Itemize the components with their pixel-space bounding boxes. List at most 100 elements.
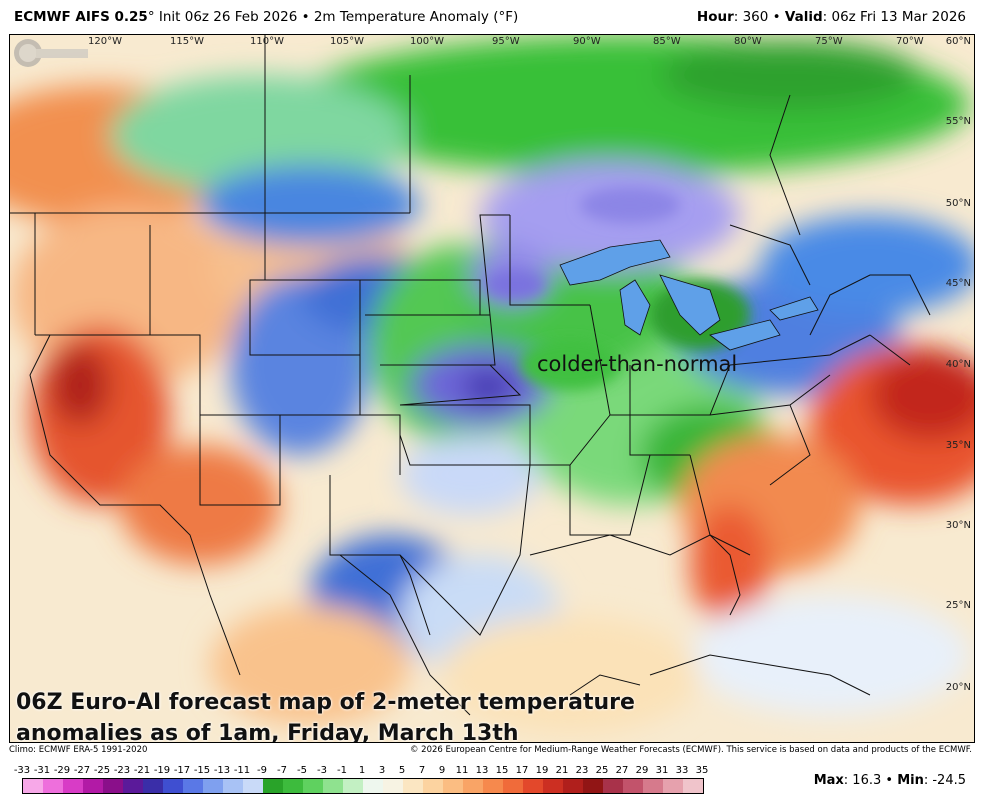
colorbar-swatch: [383, 779, 403, 793]
lon-label-80w: 80°W: [734, 36, 762, 47]
colorbar-swatch: [463, 779, 483, 793]
colorbar-swatch: [83, 779, 103, 793]
lon-label-110w: 110°W: [250, 36, 284, 47]
max-min-readout: Max: 16.3 • Min: -24.5: [814, 773, 966, 788]
colorbar-tick-label: -23: [113, 765, 131, 776]
colorbar-tick-label: 17: [515, 765, 529, 776]
colorbar-tick-label: -31: [33, 765, 51, 776]
colorbar-tick-label: -27: [73, 765, 91, 776]
colorbar-tick-label: 9: [438, 765, 446, 776]
colorbar-swatch: [183, 779, 203, 793]
colorbar-swatch: [663, 779, 683, 793]
lon-label-120w: 120°W: [88, 36, 122, 47]
lat-label-40n: 40°N: [945, 359, 971, 370]
colorbar-tick-label: -1: [337, 765, 347, 776]
colorbar-tick-label: 27: [615, 765, 629, 776]
colorbar-tick-label: 21: [555, 765, 569, 776]
lat-label-45n: 45°N: [945, 278, 971, 289]
lon-label-100w: 100°W: [410, 36, 444, 47]
colorbar-swatch: [263, 779, 283, 793]
min-label: Min: [897, 773, 924, 788]
colorbar-tick-label: 15: [495, 765, 509, 776]
min-value: : -24.5: [923, 773, 966, 788]
colorbar-tick-label: -11: [233, 765, 251, 776]
colorbar-ticks: -33 -31 -29 -27 -25 -23 -21 -19 -17 -15 -13 -11 -9 -7…: [13, 765, 709, 777]
colorbar-tick-label: -9: [257, 765, 267, 776]
colorbar-swatch: [583, 779, 603, 793]
init-and-field: Init 06z 26 Feb 2026 • 2m Temperature An…: [154, 9, 519, 25]
colorbar: [22, 778, 704, 794]
colorbar-swatch: [543, 779, 563, 793]
colorbar-tick-label: 11: [455, 765, 469, 776]
map-title: ECMWF AIFS 0.25° Init 06z 26 Feb 2026 • …: [14, 9, 518, 25]
colorbar-swatch: [283, 779, 303, 793]
colorbar-tick-label: 13: [475, 765, 489, 776]
colorbar-swatch: [623, 779, 643, 793]
colorbar-swatch: [163, 779, 183, 793]
valid-label: Valid: [784, 9, 823, 25]
colorbar-tick-label: -21: [133, 765, 151, 776]
lat-label-20n: 20°N: [945, 682, 971, 693]
colorbar-tick-label: 23: [575, 765, 589, 776]
lat-label-60n: 60°N: [945, 36, 971, 47]
colorbar-swatch: [43, 779, 63, 793]
colorbar-swatch: [343, 779, 363, 793]
valid-value: : 06z Fri 13 Mar 2026: [822, 9, 966, 25]
lon-label-105w: 105°W: [330, 36, 364, 47]
caption-line-1: 06Z Euro-AI forecast map of 2-meter temp…: [16, 690, 635, 715]
colorbar-swatch: [223, 779, 243, 793]
lon-label-95w: 95°W: [492, 36, 520, 47]
colorbar-tick-label: -25: [93, 765, 111, 776]
map-canvas: [10, 35, 974, 742]
colorbar-tick-label: 1: [358, 765, 366, 776]
colorbar-tick-label: -3: [317, 765, 327, 776]
lat-label-30n: 30°N: [945, 520, 971, 531]
colorbar-tick-label: 5: [398, 765, 406, 776]
colorbar-tick-label: 25: [595, 765, 609, 776]
colorbar-tick-label: 3: [378, 765, 386, 776]
model-name: ECMWF AIFS 0.25: [14, 9, 148, 25]
colorbar-tick-label: -29: [53, 765, 71, 776]
state-borders: [10, 35, 931, 716]
map-caption: 06Z Euro-AI forecast map of 2-meter temp…: [16, 687, 635, 743]
colorbar-swatch: [103, 779, 123, 793]
colorbar-swatch: [503, 779, 523, 793]
colorbar-swatch: [63, 779, 83, 793]
colorbar-swatch: [323, 779, 343, 793]
colorbar-tick-label: -7: [277, 765, 287, 776]
colorbar-swatch: [243, 779, 263, 793]
lon-label-85w: 85°W: [653, 36, 681, 47]
colorbar-swatch: [143, 779, 163, 793]
colorbar-tick-label: -13: [213, 765, 231, 776]
colorbar-swatch: [443, 779, 463, 793]
lon-label-75w: 75°W: [815, 36, 843, 47]
colorbar-swatch: [563, 779, 583, 793]
colorbar-swatch: [303, 779, 323, 793]
colorbar-swatch: [403, 779, 423, 793]
map-annotation: colder-than-normal: [537, 352, 738, 376]
colorbar-swatch: [123, 779, 143, 793]
colorbar-tick-label: 35: [695, 765, 709, 776]
climo-note: Climo: ECMWF ERA-5 1991-2020: [9, 745, 148, 755]
colorbar-tick-label: -19: [153, 765, 171, 776]
colorbar-tick-label: -33: [13, 765, 31, 776]
colorbar-swatch: [603, 779, 623, 793]
caption-line-2: anomalies as of 1am, Friday, March 13th: [16, 721, 519, 743]
colorbar-swatch: [203, 779, 223, 793]
lon-label-70w: 70°W: [896, 36, 924, 47]
colorbar-tick-label: 33: [675, 765, 689, 776]
colorbar-swatch: [423, 779, 443, 793]
hour-label: Hour: [696, 9, 734, 25]
colorbar-tick-label: -17: [173, 765, 191, 776]
lat-label-35n: 35°N: [945, 440, 971, 451]
header-bar: ECMWF AIFS 0.25° Init 06z 26 Feb 2026 • …: [0, 0, 984, 34]
lat-label-50n: 50°N: [945, 198, 971, 209]
valid-time: Hour: 360 • Valid: 06z Fri 13 Mar 2026: [697, 9, 966, 25]
colorbar-swatch: [643, 779, 663, 793]
anomaly-map: 120°W 115°W 110°W 105°W 100°W 95°W 90°W …: [9, 34, 975, 743]
lon-label-90w: 90°W: [573, 36, 601, 47]
degree-symbol: °: [147, 9, 155, 25]
colorbar-tick-label: -15: [193, 765, 211, 776]
max-value: : 16.3 •: [843, 773, 898, 788]
copyright-note: © 2026 European Centre for Medium-Range …: [409, 745, 972, 755]
